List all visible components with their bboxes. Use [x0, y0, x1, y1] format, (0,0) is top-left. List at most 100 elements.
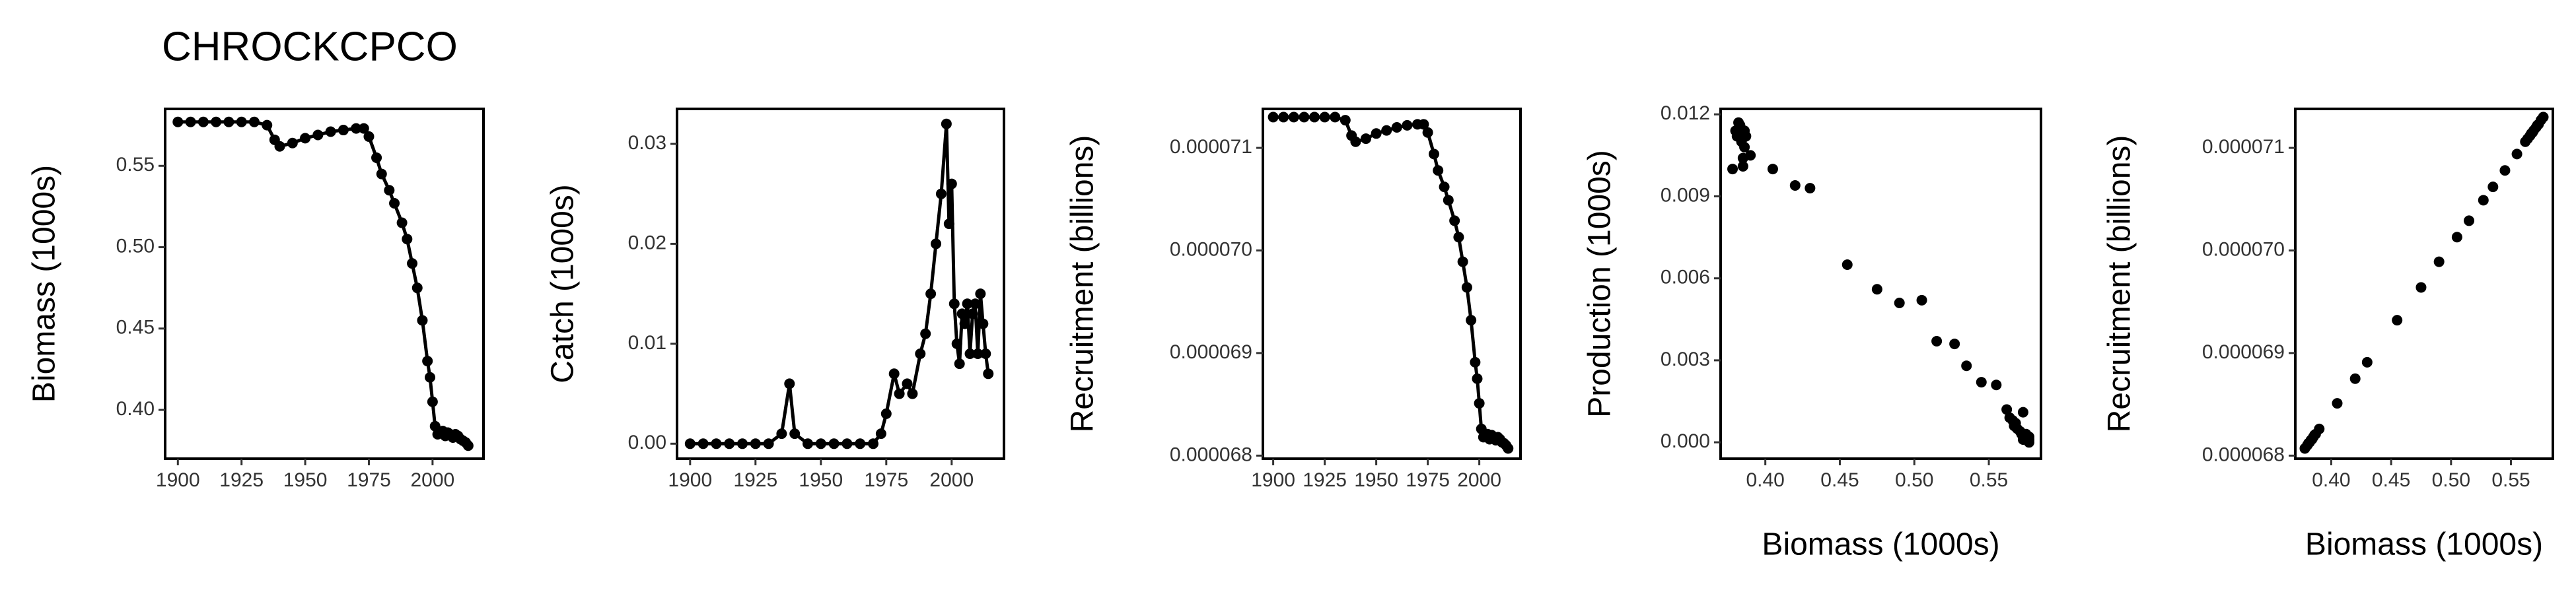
data-point	[1737, 160, 1748, 172]
data-point	[1894, 297, 1905, 308]
chart-title: CHROCKCPCO	[162, 24, 458, 69]
data-point	[737, 438, 748, 449]
data-point	[1402, 119, 1413, 131]
data-point	[1361, 133, 1371, 145]
data-point	[946, 178, 957, 189]
data-point	[2511, 148, 2522, 160]
data-point	[223, 116, 234, 127]
y-tick-label: 0.02	[628, 232, 666, 253]
data-point	[1916, 294, 1927, 306]
data-point	[389, 197, 400, 209]
data-point	[880, 408, 892, 419]
data-point	[262, 119, 273, 131]
data-point	[1457, 256, 1468, 267]
data-point	[351, 123, 362, 134]
y-tick-label: 0.01	[628, 332, 666, 354]
data-point	[2001, 404, 2013, 415]
data-point	[2487, 182, 2499, 193]
plot-frame	[2294, 108, 2554, 460]
data-point	[875, 428, 886, 440]
y-tick-label: 0.40	[116, 398, 155, 420]
data-point	[943, 218, 954, 230]
data-point	[948, 298, 960, 310]
x-tick-label: 0.50	[1895, 469, 1933, 491]
data-point	[931, 238, 942, 249]
y-axis-title: Catch (1000s)	[546, 184, 581, 383]
data-point	[983, 368, 994, 380]
data-point	[975, 288, 986, 300]
x-tick-label: 0.45	[1820, 469, 1859, 491]
data-point	[1976, 377, 1987, 388]
data-point	[1391, 121, 1402, 133]
data-point	[1474, 398, 1485, 409]
x-tick-label: 1950	[283, 469, 328, 491]
data-point	[803, 438, 813, 449]
plot-frame	[1262, 108, 1522, 460]
data-point	[1428, 148, 1439, 160]
data-point	[894, 388, 905, 399]
data-point	[1949, 339, 1960, 350]
y-axis-title: Biomass (1000s)	[27, 165, 62, 403]
x-tick-label: 1975	[347, 469, 391, 491]
data-point	[287, 137, 298, 148]
data-point	[964, 348, 976, 359]
data-point	[1422, 127, 1433, 138]
data-point	[1931, 335, 1943, 346]
data-point	[1871, 284, 1882, 295]
y-axis-title: Production (1000s)	[1583, 150, 1618, 418]
y-tick-label: 0.009	[1661, 184, 1710, 206]
x-tick-label: 1925	[219, 469, 264, 491]
data-point	[1461, 282, 1472, 293]
data-point	[711, 438, 722, 449]
data-point	[1767, 164, 1778, 175]
data-point	[951, 338, 962, 349]
x-axis-title: Biomass (1000s)	[1762, 527, 1999, 562]
x-tick-label: 2000	[929, 469, 974, 491]
data-point	[1737, 152, 1748, 164]
data-point	[185, 116, 196, 127]
data-point	[1268, 112, 1279, 123]
x-tick-label: 0.55	[1970, 469, 2008, 491]
data-point	[2499, 165, 2511, 176]
data-point	[1470, 356, 1481, 368]
data-point	[1472, 373, 1483, 384]
data-point	[855, 438, 866, 449]
data-point	[427, 396, 438, 407]
data-point	[396, 217, 408, 228]
data-point	[962, 298, 973, 310]
y-tick-label: 0.00	[628, 432, 666, 453]
data-point	[172, 116, 184, 127]
data-point	[980, 348, 991, 359]
data-point	[411, 282, 423, 294]
y-tick-label: 0.000071	[2202, 136, 2285, 158]
data-point	[1503, 443, 1514, 454]
data-point	[1449, 215, 1460, 226]
data-point	[1439, 182, 1450, 193]
y-tick-label: 0.000070	[2202, 238, 2285, 260]
data-point	[1319, 112, 1330, 123]
x-tick-label: 1900	[668, 469, 712, 491]
data-point	[841, 438, 853, 449]
data-point	[325, 126, 336, 137]
x-tick-label: 2000	[1457, 469, 1501, 491]
data-point	[1278, 112, 1289, 123]
data-point	[2361, 356, 2373, 368]
y-tick-label: 0.000071	[1170, 136, 1252, 158]
data-point	[2299, 443, 2310, 454]
data-point	[417, 315, 428, 326]
data-point	[1453, 232, 1464, 243]
plot-frame	[164, 108, 485, 460]
data-point	[2527, 127, 2538, 138]
y-axis-title: Recruitment (billions)	[2102, 135, 2137, 433]
x-tick-label: 1950	[799, 469, 843, 491]
data-point	[920, 328, 931, 339]
data-line	[690, 122, 990, 446]
y-tick-label: 0.000068	[1170, 444, 1252, 465]
data-point	[425, 372, 436, 383]
data-point	[902, 378, 913, 389]
data-point	[1842, 259, 1853, 271]
data-point	[2017, 434, 2028, 446]
data-point	[925, 288, 937, 300]
data-point	[972, 348, 984, 359]
